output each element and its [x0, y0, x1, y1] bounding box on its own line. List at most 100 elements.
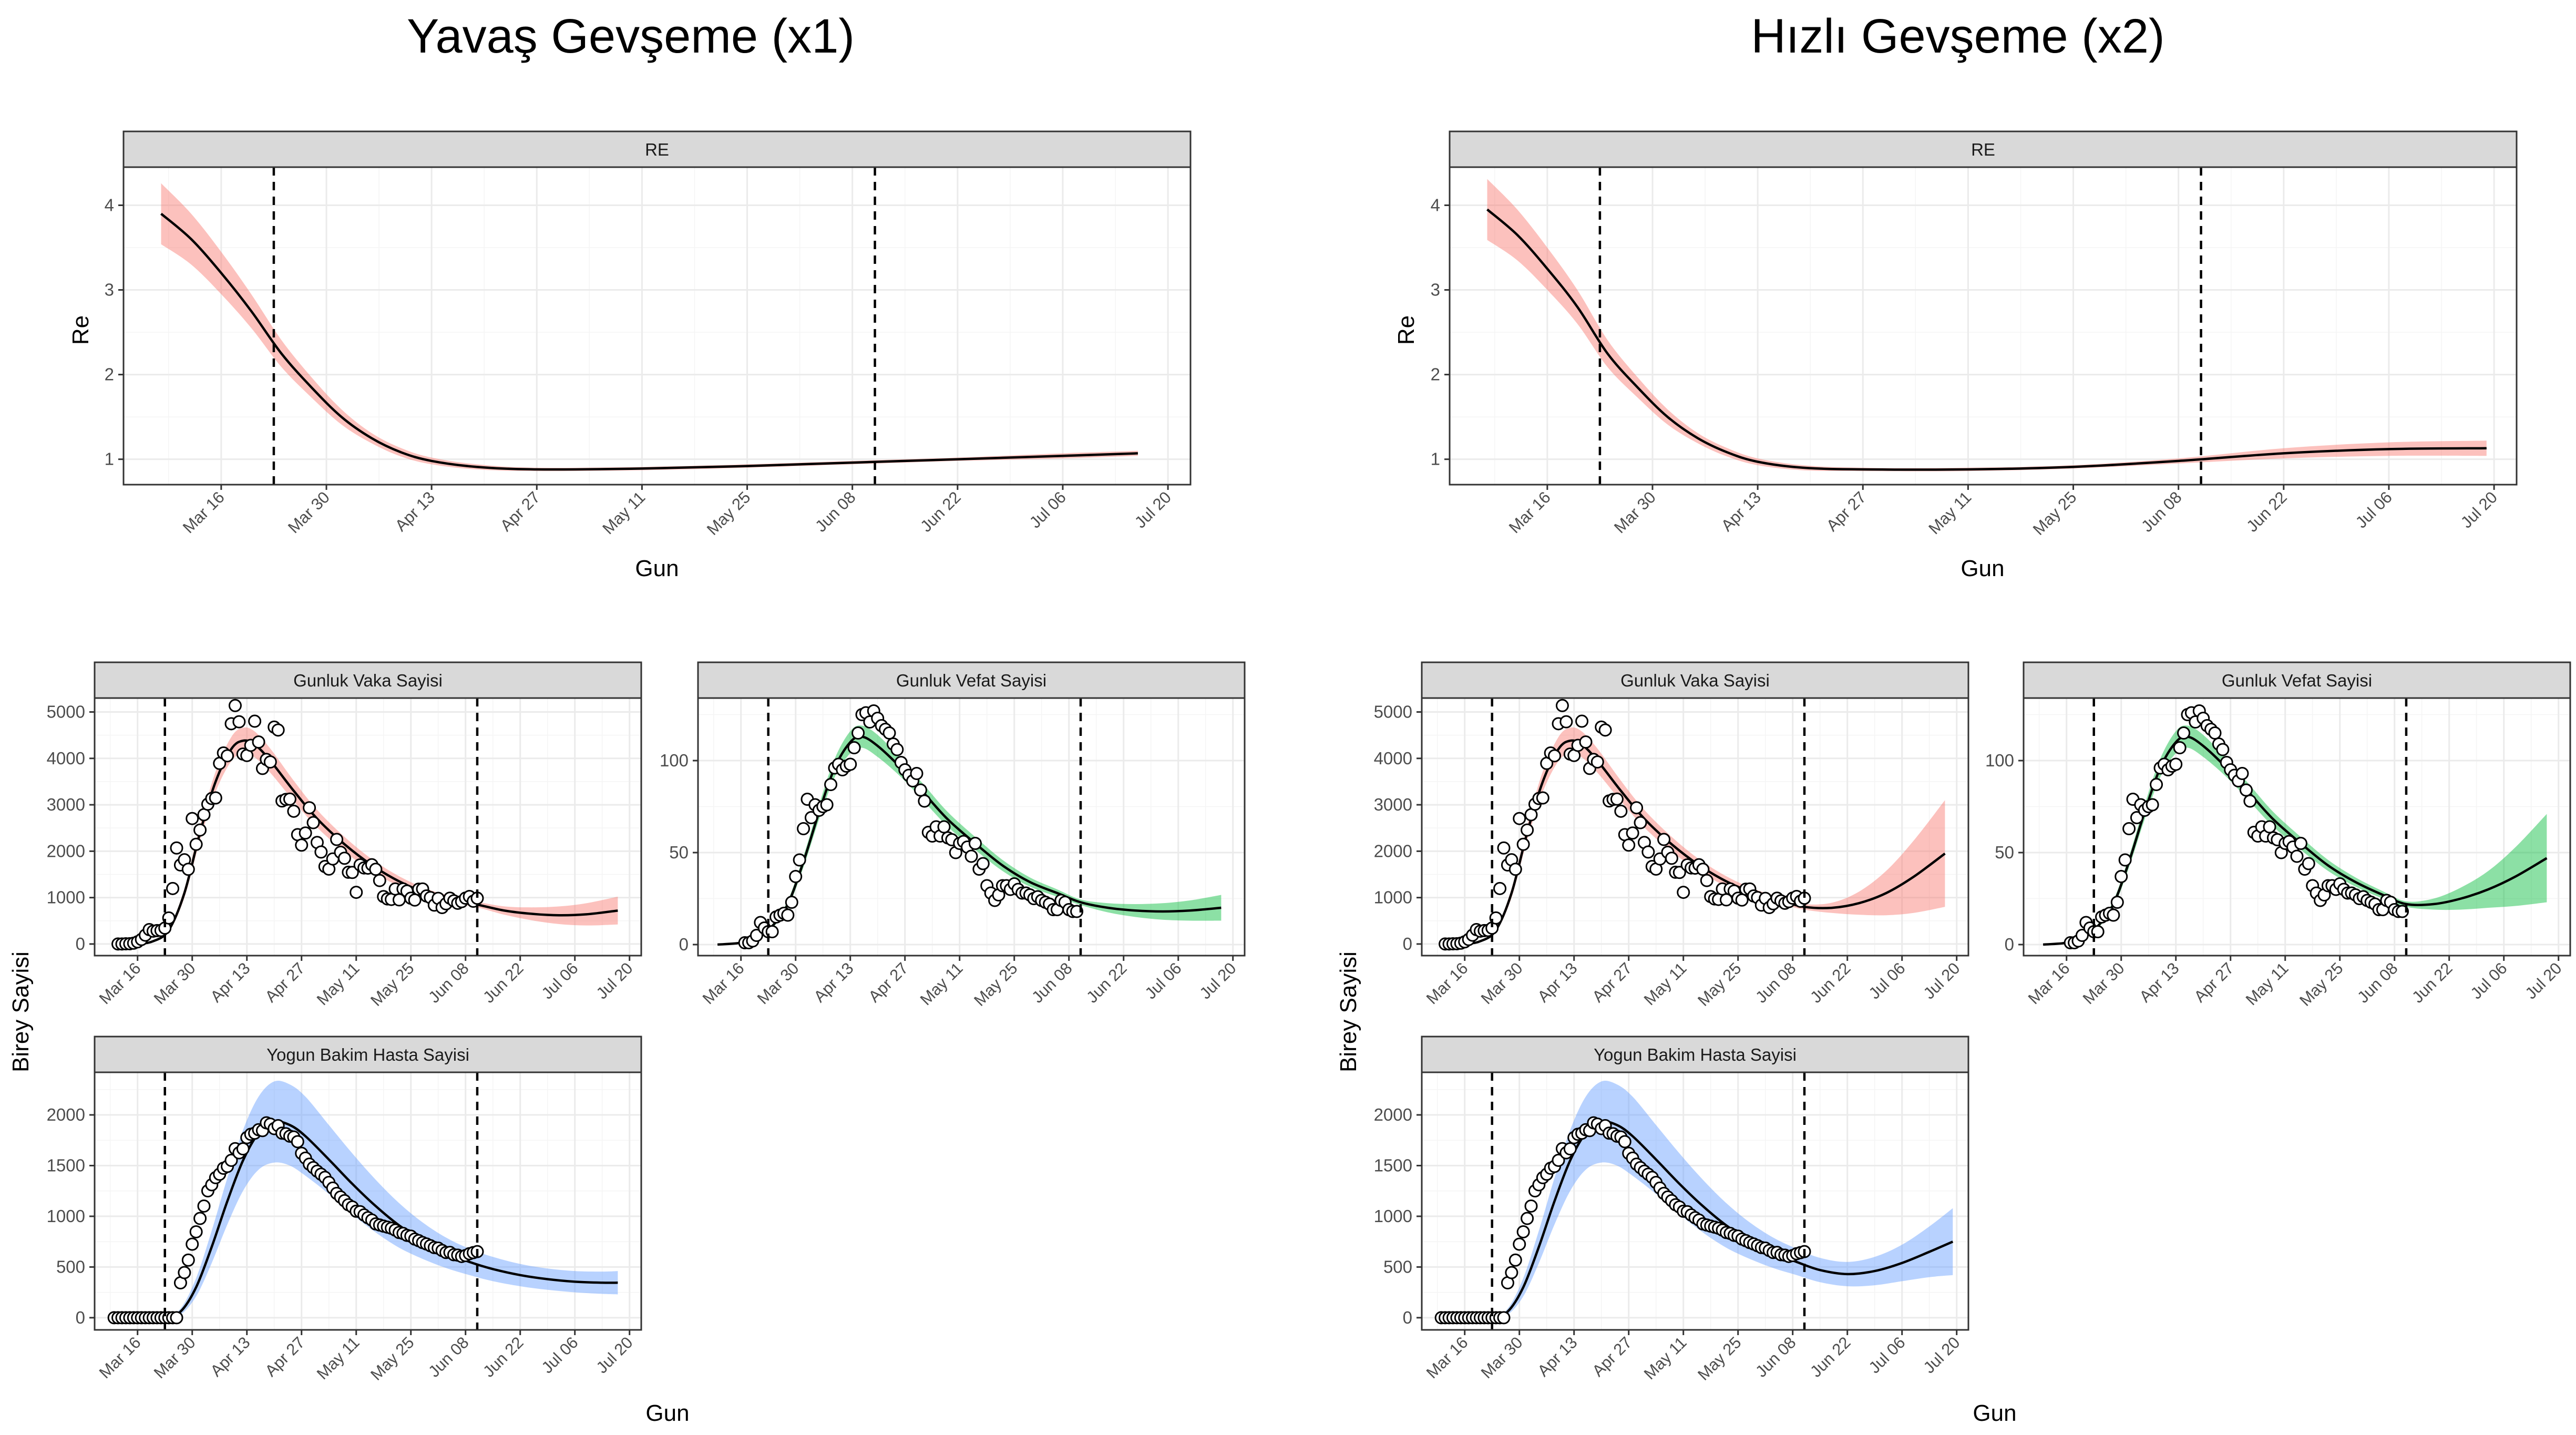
observed-point	[1614, 804, 1628, 818]
panel-strip-title: Gunluk Vaka Sayisi	[293, 671, 443, 690]
x-tick-label: Mar 30	[1477, 959, 1526, 1008]
x-tick-label: Apr 27	[1588, 959, 1635, 1006]
x-tick-label: Jul 20	[1920, 959, 1963, 1002]
observed-point	[2216, 743, 2230, 756]
observed-point	[1493, 882, 1507, 895]
x-tick-label: May 11	[313, 1333, 363, 1383]
panel-right_yogun: Yogun Bakim Hasta Sayisi 0 500 1000 1500 2000…	[1374, 1036, 1969, 1384]
observed-point	[1618, 1135, 1631, 1149]
x-tick-label: Apr 27	[865, 959, 911, 1006]
right-figure-title: Hızlı Gevşeme (x2)	[1751, 9, 2164, 63]
plot-border	[122, 166, 1192, 486]
y-tick-label: 100	[660, 751, 689, 770]
observed-point	[1516, 1225, 1530, 1238]
y-tick-label: 500	[56, 1257, 85, 1276]
x-tick-label: May 25	[970, 959, 1021, 1010]
plot-area	[1450, 167, 2517, 485]
x-tick-label: May 11	[1925, 488, 1975, 538]
panel-strip-title: Gunluk Vaka Sayisi	[1620, 671, 1770, 690]
y-tick-label: 0	[76, 1308, 85, 1327]
observed-point	[976, 857, 990, 870]
plot-border	[697, 697, 1246, 957]
observed-point	[2169, 757, 2183, 771]
plot-border	[1421, 697, 1969, 957]
observed-point	[1497, 841, 1511, 855]
y-tick-label: 4	[105, 195, 114, 214]
observed-point	[1555, 699, 1569, 712]
observed-point	[193, 823, 207, 837]
left-re-y-title: Re	[68, 315, 94, 345]
x-tick-label: Mar 30	[754, 959, 803, 1008]
x-tick-label: May 25	[367, 1333, 418, 1384]
panel-strip-title: Yogun Bakim Hasta Sayisi	[1594, 1045, 1797, 1064]
x-tick-label: Jul 20	[1920, 1333, 1963, 1377]
x-tick-label: Apr 27	[497, 488, 543, 535]
x-tick-label: Mar 16	[1423, 959, 1472, 1008]
y-tick-label: 1	[105, 449, 114, 469]
x-tick-label: Mar 16	[2025, 959, 2074, 1008]
observed-point	[785, 896, 798, 909]
observed-point	[209, 791, 222, 805]
observed-point	[1665, 852, 1678, 865]
observed-point	[1598, 723, 1612, 737]
observed-point	[847, 741, 861, 754]
x-tick-label: Mar 16	[699, 959, 748, 1008]
panel-right_re: RE 1 2 3 4 Mar 16 Mar 30 Apr 13 Apr 27 May 11 May …	[1431, 130, 2518, 539]
left-re-x-title: Gun	[635, 556, 679, 581]
observed-point	[2122, 822, 2136, 835]
observed-point	[408, 893, 422, 907]
x-tick-label: Jun 08	[1752, 959, 1800, 1007]
observed-point	[369, 863, 383, 876]
y-tick-label: 2000	[47, 841, 85, 860]
observed-point	[1497, 1311, 1511, 1325]
observed-point	[2115, 870, 2128, 883]
x-tick-label: May 11	[2242, 959, 2292, 1009]
x-tick-label: May 25	[1694, 959, 1745, 1010]
observed-point	[1700, 874, 1713, 887]
panel-right_vaka: Gunluk Vaka Sayisi 0 1000 2000 3000 4000 5000 M…	[1374, 661, 1969, 1010]
x-tick-label: Apr 13	[392, 488, 438, 535]
model-curve-0	[1441, 1120, 1954, 1319]
observed-point	[228, 699, 242, 712]
x-tick-label: Apr 27	[1823, 488, 1870, 535]
y-tick-label: 1000	[47, 888, 85, 907]
observed-point	[337, 852, 351, 865]
observed-point	[299, 826, 312, 840]
x-tick-label: Jun 08	[1028, 959, 1076, 1007]
x-tick-label: May 11	[313, 959, 363, 1009]
x-tick-label: Mar 30	[1477, 1333, 1526, 1382]
observed-point	[2146, 798, 2159, 812]
x-tick-label: Jul 20	[2457, 488, 2501, 531]
x-tick-label: Mar 16	[1423, 1333, 1472, 1382]
observed-point	[844, 757, 857, 771]
y-tick-label: 1000	[47, 1206, 85, 1226]
observed-point	[1524, 1199, 1538, 1213]
observed-point	[1521, 1212, 1534, 1225]
observed-point	[1552, 1153, 1565, 1167]
observed-point	[1677, 886, 1690, 899]
observed-point	[314, 845, 328, 859]
x-tick-label: Jul 06	[538, 1333, 581, 1377]
x-tick-label: Mar 30	[2079, 959, 2128, 1008]
panel-strip-title: Gunluk Vefat Sayisi	[896, 671, 1046, 690]
x-tick-label: Jun 22	[917, 488, 964, 536]
observed-point	[330, 833, 344, 846]
observed-point	[1563, 1142, 1577, 1156]
observed-point	[824, 778, 838, 791]
x-tick-label: Mar 30	[284, 488, 333, 537]
y-tick-label: 3	[1431, 280, 1440, 300]
x-tick-label: Jul 06	[2352, 488, 2396, 531]
plot-border	[2023, 697, 2571, 957]
x-tick-label: Jun 08	[425, 959, 473, 1007]
x-tick-label: Apr 13	[207, 1333, 253, 1380]
x-tick-label: Jun 08	[812, 488, 859, 536]
panel-strip-title: Gunluk Vefat Sayisi	[2222, 671, 2372, 690]
observed-point	[1513, 1237, 1526, 1251]
observed-point	[789, 870, 803, 883]
x-tick-label: Apr 13	[1534, 959, 1581, 1006]
observed-point	[2150, 778, 2163, 791]
observed-point	[1626, 826, 1639, 840]
x-tick-label: Apr 27	[1588, 1333, 1635, 1380]
y-tick-label: 3000	[1374, 795, 1412, 814]
